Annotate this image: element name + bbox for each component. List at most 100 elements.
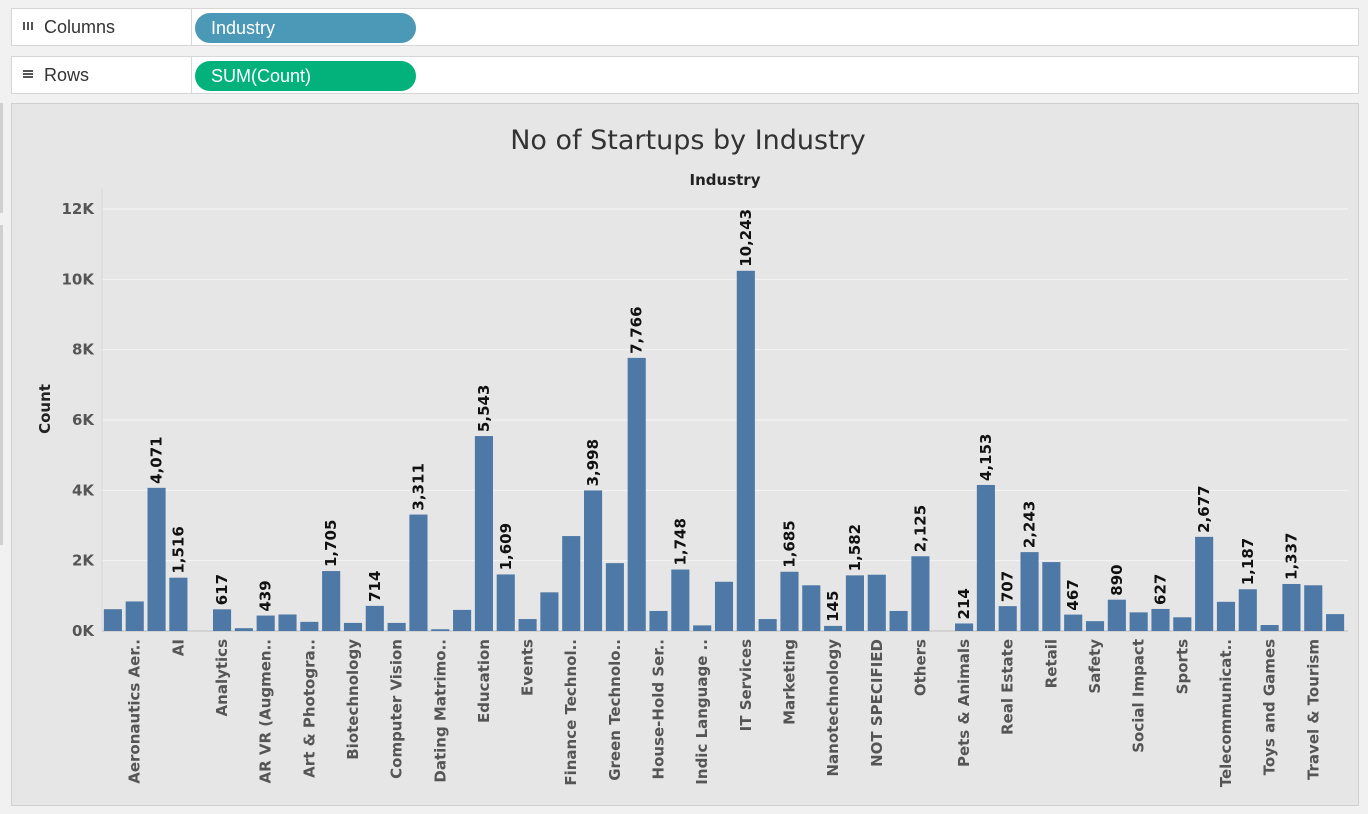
bar[interactable] [1129,612,1148,631]
bar[interactable] [1064,614,1083,631]
columns-icon [22,20,34,35]
bar[interactable] [736,270,755,631]
bar[interactable] [1326,614,1345,631]
x-tick-label: Retail [1042,639,1060,688]
bar[interactable] [1107,599,1126,631]
bar[interactable] [256,615,275,631]
x-tick-label: Biotechnology [344,639,362,760]
bar-chart: 0K 2K 4K 6K 8K 10K 12K 4,071 1,516 617 439 1,705 71… [36,125,1348,787]
y-tick-label: 8K [72,341,95,359]
sum-count-pill[interactable]: SUM(Count) [195,61,416,91]
bar[interactable] [998,606,1017,631]
bar[interactable] [322,571,341,631]
value-label: 1,582 [846,524,864,571]
bar[interactable] [693,625,712,631]
bars [103,270,1345,631]
bar[interactable] [212,609,232,631]
x-tick-label: Others [911,639,929,696]
bar[interactable] [649,610,668,631]
value-label: 5,543 [475,385,493,432]
bar[interactable] [889,610,908,631]
bar[interactable] [802,585,821,631]
bar[interactable] [867,574,886,631]
bar[interactable] [343,622,363,631]
bar[interactable] [845,575,865,631]
bar[interactable] [234,628,253,631]
bar[interactable] [714,581,734,631]
value-label: 214 [955,588,973,619]
y-tick-label: 0K [72,622,95,640]
bar[interactable] [1085,621,1105,631]
left-pane-edge-lower [0,225,3,545]
value-label: 714 [366,571,384,602]
bar[interactable] [147,487,166,631]
bar[interactable] [1151,608,1170,631]
bar[interactable] [976,484,995,631]
bar[interactable] [365,605,384,631]
bar[interactable] [409,514,428,631]
value-label: 1,516 [169,526,187,573]
y-axis-title: Count [36,384,54,434]
bar[interactable] [671,569,690,631]
left-pane-edge [0,103,3,213]
x-tick-label: Pets & Animals [955,639,973,767]
x-tick-label: Green Technolo.. [606,639,624,781]
bar[interactable] [955,623,974,631]
bar[interactable] [431,629,450,631]
bar[interactable] [1020,552,1039,631]
columns-shelf-label: Columns [12,9,192,45]
bar[interactable] [1238,589,1257,631]
bar[interactable] [125,601,144,631]
value-label: 1,685 [780,520,798,567]
bar[interactable] [1042,562,1061,631]
bar[interactable] [780,571,799,631]
columns-shelf: Columns Industry [11,8,1359,46]
y-tick-label: 2K [72,552,95,570]
bar[interactable] [1173,617,1192,631]
bar[interactable] [474,436,493,631]
bar[interactable] [103,609,122,631]
x-tick-label: Real Estate [999,639,1017,735]
x-tick-label: Art & Photogra.. [300,639,318,778]
columns-label: Columns [44,16,116,37]
value-label: 1,705 [322,520,340,567]
bar[interactable] [1260,625,1279,631]
bar[interactable] [1216,601,1236,631]
value-labels: 4,071 1,516 617 439 1,705 714 3,311 5,543 1,609 3… [148,209,1301,622]
bar[interactable] [453,609,472,631]
x-tick-label: Safety [1086,639,1104,694]
industry-pill-label: Industry [211,17,276,38]
x-tick-label: AI [169,639,187,656]
bar[interactable] [1282,583,1301,631]
bar[interactable] [169,577,188,631]
bar[interactable] [540,592,559,631]
bar[interactable] [1195,536,1214,631]
x-axis-title: Industry [690,171,761,189]
y-tick-label: 12K [62,200,96,218]
bar[interactable] [496,574,515,631]
value-label: 2,243 [1021,501,1039,548]
value-label: 3,998 [584,439,602,486]
bar[interactable] [824,625,843,631]
bar[interactable] [278,614,297,631]
bar[interactable] [911,556,930,631]
bar[interactable] [387,622,406,631]
bar[interactable] [605,563,624,631]
bar[interactable] [300,621,319,631]
value-label: 627 [1151,574,1169,605]
bar[interactable] [627,357,646,631]
bar[interactable] [583,490,603,631]
chart-panel: 0K 2K 4K 6K 8K 10K 12K 4,071 1,516 617 439 1,705 71… [11,103,1359,806]
bar[interactable] [562,536,581,631]
value-label: 617 [213,574,231,605]
x-axis-labels: Aeronautics Aer.. AI Analytics AR VR (Augme… [126,639,1323,787]
value-label: 1,337 [1282,533,1300,580]
industry-pill[interactable]: Industry [195,13,416,43]
y-tick-label: 6K [72,411,95,429]
x-tick-label: Sports [1173,639,1191,694]
bar[interactable] [518,619,537,631]
x-tick-label: Aeronautics Aer.. [126,639,144,784]
x-tick-label: Indic Language .. [693,639,711,785]
bar[interactable] [758,619,777,631]
bar[interactable] [1304,585,1323,631]
